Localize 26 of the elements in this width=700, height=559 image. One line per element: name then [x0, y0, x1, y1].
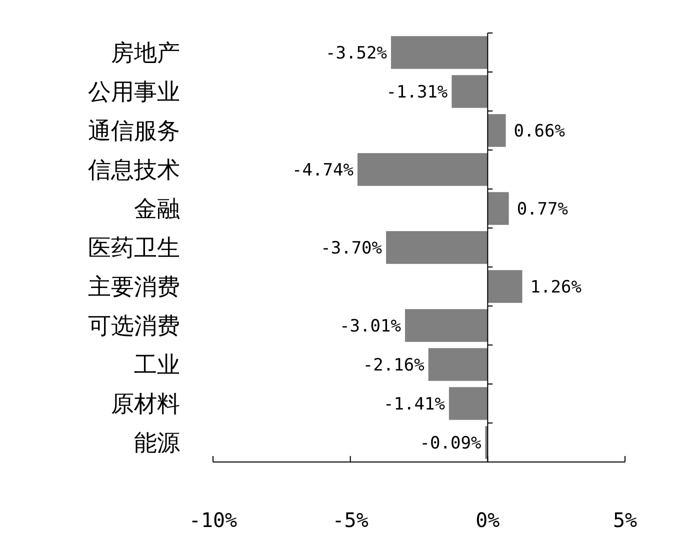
data-label: -3.01%: [340, 316, 401, 336]
data-label: -1.41%: [384, 394, 445, 414]
data-label: 1.26%: [530, 278, 582, 298]
x-tick-label: -10%: [188, 508, 238, 532]
y-tick-label: 工业: [134, 352, 180, 378]
y-tick-label: 房地产: [111, 40, 180, 66]
y-tick-label: 原材料: [111, 392, 180, 418]
x-tick-label: 0%: [476, 508, 500, 532]
y-tick-label: 医药卫生: [88, 236, 180, 262]
data-label: 0.66%: [514, 122, 565, 142]
y-tick-label: 信息技术: [88, 158, 180, 184]
data-label: 0.77%: [516, 200, 568, 220]
data-label: -2.16%: [362, 356, 424, 376]
x-tick-label: 5%: [612, 508, 638, 532]
data-label: -3.52%: [326, 44, 387, 64]
y-tick-label: 可选消费: [88, 314, 180, 340]
y-tick-label: 公用事业: [88, 80, 180, 106]
data-label: -4.74%: [292, 160, 354, 180]
data-label: -1.31%: [386, 82, 448, 102]
y-tick-label: 能源: [134, 430, 180, 456]
y-tick-label: 金融: [134, 196, 180, 222]
x-tick-label: -5%: [332, 508, 368, 532]
y-tick-label: 主要消费: [88, 274, 180, 300]
data-label: -3.70%: [320, 238, 382, 258]
y-tick-label: 通信服务: [88, 118, 180, 144]
data-label: -0.09%: [420, 434, 482, 454]
